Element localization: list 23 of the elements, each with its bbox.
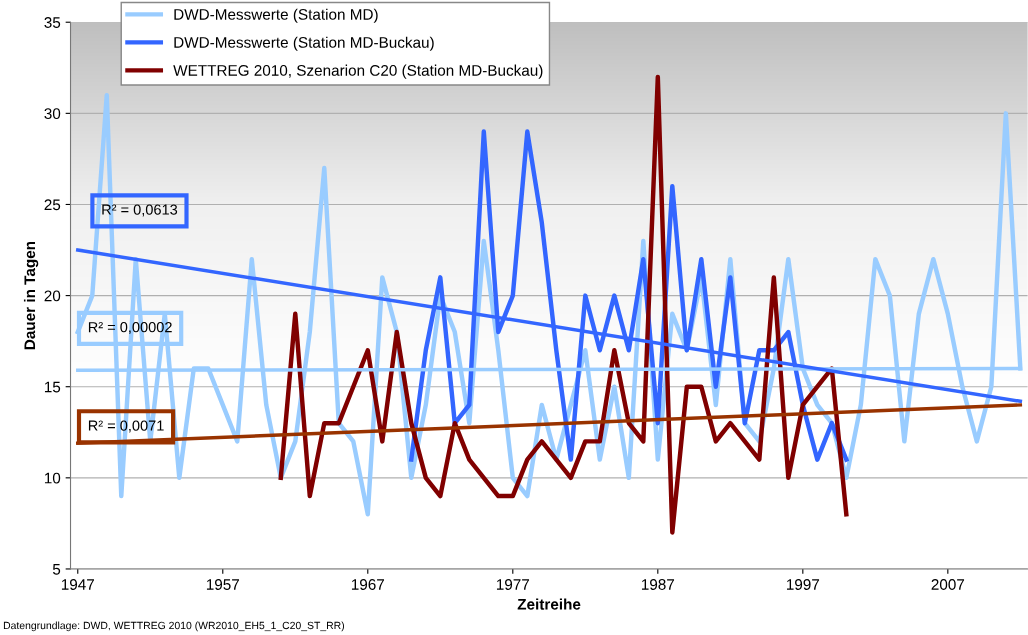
annotation: R² = 0,0613 [102, 204, 178, 217]
y-tick-label: 10 [44, 472, 61, 484]
x-tick-label: 1987 [641, 579, 675, 590]
legend-label: DWD-Messwerte (Station MD) [174, 8, 378, 23]
text: Datengrundlage: DWD, WETTREG 2010 (WR2010_EH5_1_C20_ST_RR) [3, 621, 345, 632]
y-tick-label: 5 [52, 563, 61, 575]
legend-label: WETTREG 2010, Szenarion C20 (Station MD-Buckau) [173, 64, 543, 79]
legend-label: DWD-Messwerte (Station MD-Buckau) [174, 36, 434, 51]
y-axis-title: Dauer in Tagen [23, 241, 39, 350]
y-tick-label: 30 [44, 108, 61, 120]
x-tick-label: 1947 [61, 579, 94, 590]
annotation: R² = 0,0071 [88, 420, 164, 433]
x-tick-label: 1957 [206, 579, 240, 590]
x-tick-label: 1967 [351, 579, 385, 590]
x-tick-label: 2007 [931, 579, 965, 590]
y-tick-label: 15 [44, 381, 61, 393]
x-axis-title: Zeitreihe [517, 598, 581, 610]
x-tick-label: 1977 [496, 579, 530, 590]
y-tick-label: 35 [44, 17, 61, 28]
y-tick-label: 20 [44, 290, 61, 302]
annotation: R² = 0,00002 [88, 321, 172, 335]
x-tick-label: 1997 [787, 579, 820, 590]
y-tick-label: 25 [44, 199, 61, 211]
